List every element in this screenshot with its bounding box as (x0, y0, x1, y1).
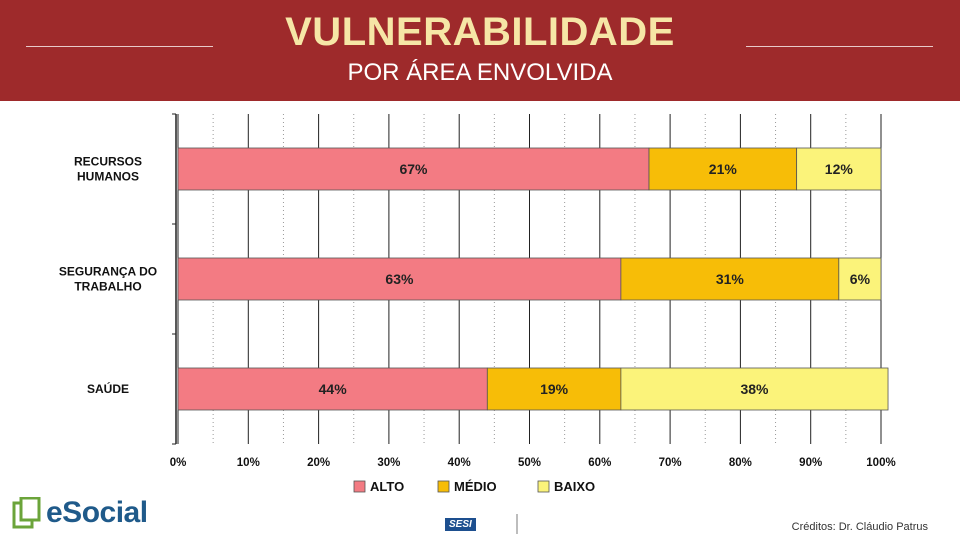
bar-segment (177, 257, 622, 301)
x-tick-label: 60% (588, 457, 611, 469)
legend-label: BAIXO (554, 479, 595, 494)
data-label: 19% (540, 381, 569, 397)
x-tick-label: 40% (448, 457, 471, 469)
data-label: 44% (319, 381, 348, 397)
x-tick-label: 30% (377, 457, 400, 469)
x-tick-label: 0% (170, 457, 187, 469)
bar-segment (620, 367, 889, 411)
footer-divider (515, 514, 518, 534)
page-subtitle: POR ÁREA ENVOLVIDA (347, 59, 613, 86)
bar-segment (177, 147, 650, 191)
sesi-logo-text: SESI (445, 517, 476, 531)
data-label: 67% (399, 161, 428, 177)
sesi-logo: SESI (442, 514, 518, 534)
data-label: 6% (850, 271, 871, 287)
esocial-logo: eSocial (12, 495, 148, 531)
bar-segment (177, 367, 488, 411)
x-tick-label: 90% (799, 457, 822, 469)
data-label: 12% (825, 161, 854, 177)
credits-text: Créditos: Dr. Cláudio Patrus (791, 521, 928, 533)
bar-segment (838, 257, 882, 301)
category-label: TRABALHO (74, 280, 141, 294)
header-rule-left (26, 46, 213, 47)
legend-label: MÉDIO (454, 479, 497, 494)
bar-segment (620, 257, 840, 301)
esocial-document-icon (12, 497, 41, 529)
data-label: 21% (709, 161, 738, 177)
category-label: RECURSOS (74, 155, 142, 169)
x-tick-label: 50% (518, 457, 541, 469)
legend-swatch (437, 480, 450, 493)
legend-swatch (537, 480, 550, 493)
category-label: HUMANOS (77, 170, 139, 184)
stacked-bar-chart: 0% 10% 20% 30% 40% 50% 60% 70% 80% 90% 100% 67% 21% 1… (59, 113, 896, 494)
category-label: SAÚDE (87, 381, 129, 396)
header-rule-right (746, 46, 933, 47)
legend-label: ALTO (370, 479, 404, 494)
esocial-logo-text: eSocial (46, 496, 148, 529)
x-tick-label: 70% (659, 457, 682, 469)
x-tick-label: 80% (729, 457, 752, 469)
x-tick-label: 20% (307, 457, 330, 469)
x-tick-label: 100% (866, 457, 895, 469)
category-label: SEGURANÇA DO (59, 265, 157, 279)
page-title: VULNERABILIDADE (285, 10, 675, 54)
legend-swatch (353, 480, 366, 493)
x-tick-label: 10% (237, 457, 260, 469)
header-banner: VULNERABILIDADE POR ÁREA ENVOLVIDA (0, 0, 960, 101)
data-label: 31% (716, 271, 745, 287)
bar-segment (796, 147, 882, 191)
data-label: 63% (385, 271, 414, 287)
data-label: 38% (740, 381, 769, 397)
